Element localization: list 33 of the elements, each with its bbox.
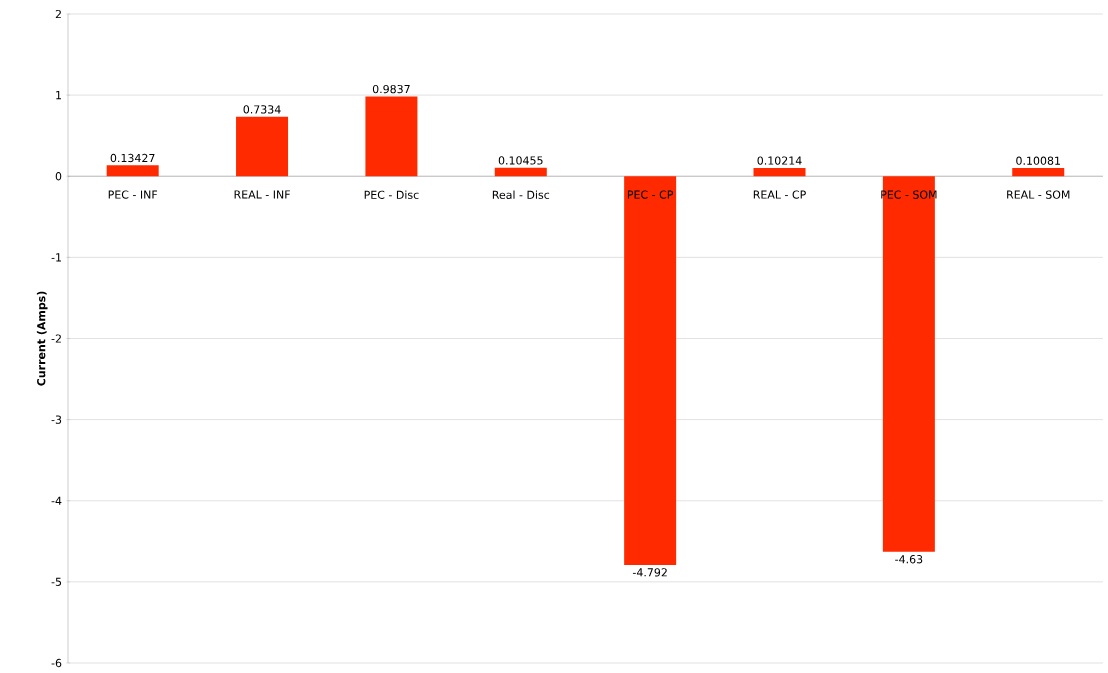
y-tick-label: 0	[55, 172, 62, 181]
x-tick-label: Real - Disc	[492, 190, 550, 199]
bar	[1012, 168, 1065, 177]
x-tick-label: PEC - Disc	[364, 190, 419, 199]
data-label: 0.13427	[110, 153, 155, 163]
y-tick-label: 2	[55, 9, 61, 19]
data-label: 0.7334	[243, 105, 281, 114]
x-tick-label: REAL - CP	[753, 190, 806, 199]
y-tick-label: -4	[51, 496, 62, 505]
data-label: -4.792	[632, 568, 667, 577]
y-tick-label: -6	[51, 658, 62, 668]
bar	[882, 176, 935, 552]
bar	[494, 167, 547, 177]
y-tick-label: -1	[51, 253, 61, 262]
data-label: 0.10455	[498, 156, 543, 165]
y-axis-title: Current (Amps)	[36, 291, 48, 386]
x-tick-label: REAL - INF	[234, 190, 290, 199]
bar	[365, 96, 418, 177]
y-tick-label: 1	[56, 91, 61, 100]
data-label: 0.9837	[372, 84, 410, 94]
data-label: -4.63	[895, 555, 923, 564]
bar	[106, 165, 159, 177]
y-tick-label: -3	[51, 415, 62, 424]
data-label: 0.10214	[757, 156, 802, 165]
bar	[236, 116, 289, 177]
y-tick-label: -5	[51, 577, 62, 586]
y-tick-label: -2	[51, 334, 61, 343]
bar	[753, 167, 806, 177]
x-tick-label: PEC - INF	[108, 190, 158, 199]
x-tick-label: PEC - CP	[627, 190, 674, 199]
x-tick-label: REAL - SOM	[1007, 190, 1070, 199]
bar	[624, 176, 677, 565]
data-label: 0.10081	[1016, 156, 1060, 165]
